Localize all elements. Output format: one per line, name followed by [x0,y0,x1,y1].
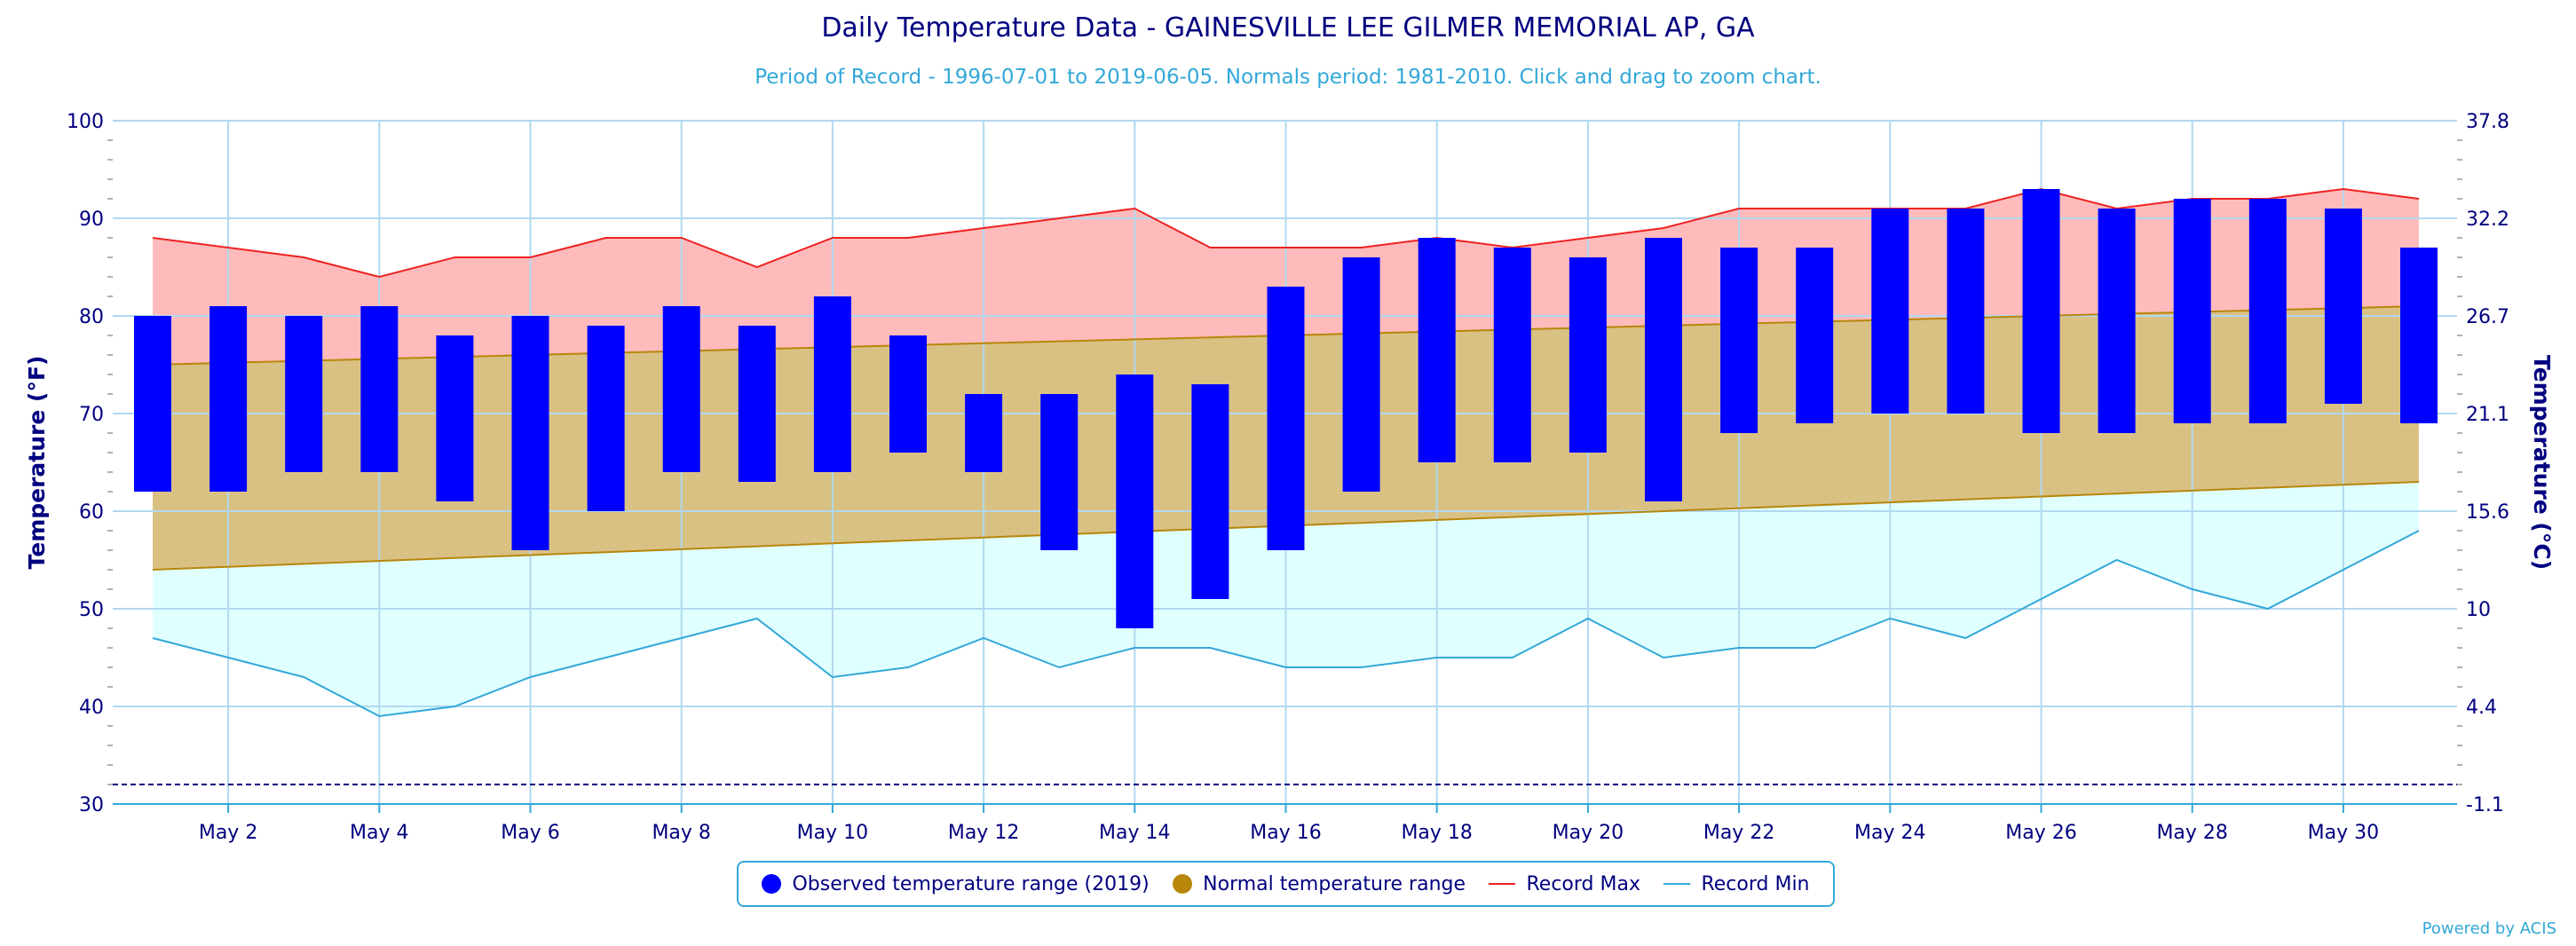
observed-bar[interactable] [1645,238,1682,501]
observed-bar[interactable] [2173,199,2211,423]
legend-label-normal: Normal temperature range [1203,872,1466,895]
x-tick-label: May 12 [948,822,1019,844]
y-tick-label: 40 [79,697,104,719]
y-tick-label: 30 [79,794,104,816]
chart-title: Daily Temperature Data - GAINESVILLE LEE… [821,12,1755,43]
x-tick-label: May 26 [2005,822,2076,844]
observed-bar[interactable] [662,306,700,472]
observed-bar[interactable] [813,296,851,472]
observed-bar[interactable] [587,326,625,511]
observed-marker-icon [762,874,782,894]
observed-bar[interactable] [1267,287,1305,550]
observed-bar[interactable] [2400,248,2438,423]
y-tick-label: 60 [79,501,104,524]
legend-item-record-max[interactable]: Record Max [1489,873,1640,895]
observed-bar[interactable] [1116,374,1154,628]
observed-bar[interactable] [1040,394,1079,550]
observed-bar[interactable] [965,394,1003,472]
y-tick-label: 90 [79,209,104,231]
y2-tick-label: 21.1 [2466,404,2509,426]
observed-bar[interactable] [738,326,776,482]
y2-tick-label: 10 [2466,599,2491,621]
x-tick-label: May 2 [199,822,257,844]
y2-axis-title: Temperature (°C) [2529,355,2555,570]
x-tick-label: May 30 [2308,822,2379,844]
legend-label-observed: Observed temperature range (2019) [792,872,1150,895]
observed-bar[interactable] [1569,257,1607,453]
y-axis-title: Temperature (°F) [24,356,50,570]
x-tick-label: May 6 [501,822,559,844]
legend-item-observed[interactable]: Observed temperature range (2019) [762,872,1150,895]
credits-link[interactable]: Powered by ACIS [2422,919,2556,938]
x-tick-label: May 8 [652,822,710,844]
y-tick-label: 50 [79,599,104,621]
x-tick-label: May 4 [350,822,408,844]
x-tick-label: May 28 [2156,822,2227,844]
observed-bar[interactable] [2098,209,2136,433]
x-tick-label: May 24 [1854,822,1925,844]
y2-tick-label: 37.8 [2466,111,2509,133]
chart-subtitle: Period of Record - 1996-07-01 to 2019-06… [755,66,1821,89]
legend-label-record-min: Record Min [1701,872,1810,895]
x-tick-label: May 16 [1250,822,1321,844]
observed-bar[interactable] [1418,238,1456,462]
observed-bar[interactable] [2324,209,2362,404]
record-max-line-icon [1489,883,1516,885]
x-tick-label: May 10 [797,822,868,844]
observed-bar[interactable] [360,306,399,472]
observed-bar[interactable] [285,316,323,472]
x-tick-label: May 18 [1401,822,1472,844]
observed-bar[interactable] [436,335,474,501]
observed-bar[interactable] [1493,248,1531,462]
legend-item-normal[interactable]: Normal temperature range [1173,873,1466,895]
observed-bar[interactable] [134,316,171,492]
record-min-line-icon [1663,883,1691,885]
y-tick-label: 80 [79,306,104,328]
observed-bar[interactable] [1720,248,1758,433]
observed-bar[interactable] [1871,209,1909,414]
x-tick-label: May 14 [1099,822,1170,844]
observed-bar[interactable] [889,335,927,453]
y2-tick-label: 32.2 [2466,209,2509,231]
observed-bar[interactable] [1796,248,1834,423]
record-min-line [152,530,2420,718]
x-tick-label: May 20 [1553,822,1624,844]
observed-bar[interactable] [2248,199,2287,423]
x-tick-label: May 22 [1703,822,1774,844]
observed-bar[interactable] [1342,257,1380,492]
y2-tick-label: 4.4 [2466,697,2497,719]
y2-tick-label: -1.1 [2466,794,2504,816]
normal-marker-icon [1173,874,1193,894]
y2-tick-label: 26.7 [2466,306,2509,328]
y2-tick-label: 15.6 [2466,501,2509,524]
observed-bar[interactable] [209,306,248,492]
observed-bar[interactable] [511,316,549,550]
observed-bar[interactable] [1191,384,1229,599]
observed-bar[interactable] [2022,189,2060,433]
legend-label-record-max: Record Max [1526,872,1640,895]
chart-legend: Observed temperature range (2019) Normal… [737,861,1835,907]
observed-bar[interactable] [1947,209,1985,414]
y-tick-label: 70 [79,404,104,426]
legend-item-record-min[interactable]: Record Min [1663,872,1810,895]
y-tick-label: 100 [67,111,104,133]
